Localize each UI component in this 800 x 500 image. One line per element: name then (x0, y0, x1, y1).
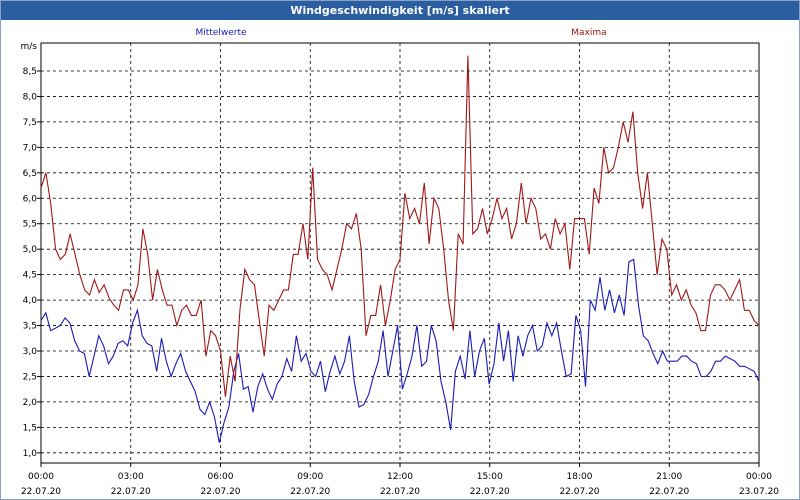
y-tick-label: 1,5 (23, 423, 37, 433)
y-tick-label: 3,5 (23, 322, 37, 332)
legend-entry-mean: Mittelwerte (195, 28, 246, 38)
x-tick-date: 22.07.20 (559, 487, 599, 497)
y-tick-label: 2,0 (23, 398, 38, 408)
x-tick-time: 00:00 (28, 472, 54, 482)
x-tick-date: 22.07.20 (200, 487, 240, 497)
y-axis-unit: m/s (21, 42, 38, 52)
series-line-mean (40, 258, 760, 443)
x-tick-date: 22.07.20 (470, 487, 510, 497)
y-tick-label: 6,5 (23, 169, 37, 179)
y-tick-label: 2,5 (23, 372, 37, 382)
y-tick-label: 3,0 (23, 347, 38, 357)
x-tick-date: 22.07.20 (21, 487, 61, 497)
x-tick-time: 15:00 (477, 472, 503, 482)
window-title: Windgeschwindigkeit [m/s] skaliert (1, 1, 799, 20)
y-tick-label: 5,5 (23, 220, 37, 230)
y-tick-label: 7,5 (23, 118, 37, 128)
x-tick-time: 00:00 (746, 472, 772, 482)
x-tick-time: 03:00 (118, 472, 144, 482)
x-tick-time: 06:00 (208, 472, 234, 482)
y-tick-label: 8,5 (23, 67, 37, 77)
series-line-max (40, 55, 760, 397)
y-tick-label: 7,0 (23, 143, 38, 153)
legend-entry-max: Maxima (571, 28, 606, 38)
y-tick-label: 6,0 (23, 194, 38, 204)
y-tick-label: 1,0 (23, 449, 38, 459)
x-tick-date: 23.07.20 (739, 487, 779, 497)
x-tick-date: 22.07.20 (111, 487, 151, 497)
y-tick-label: 5,0 (23, 245, 38, 255)
x-tick-time: 09:00 (297, 472, 323, 482)
x-tick-time: 12:00 (387, 472, 413, 482)
y-tick-label: 4,5 (23, 271, 37, 281)
y-tick-label: 4,0 (23, 296, 38, 306)
x-tick-date: 22.07.20 (380, 487, 420, 497)
x-tick-date: 22.07.20 (290, 487, 330, 497)
x-tick-date: 22.07.20 (649, 487, 689, 497)
x-tick-time: 21:00 (656, 472, 682, 482)
x-tick-time: 18:00 (567, 472, 593, 482)
y-tick-label: 8,0 (23, 92, 38, 102)
